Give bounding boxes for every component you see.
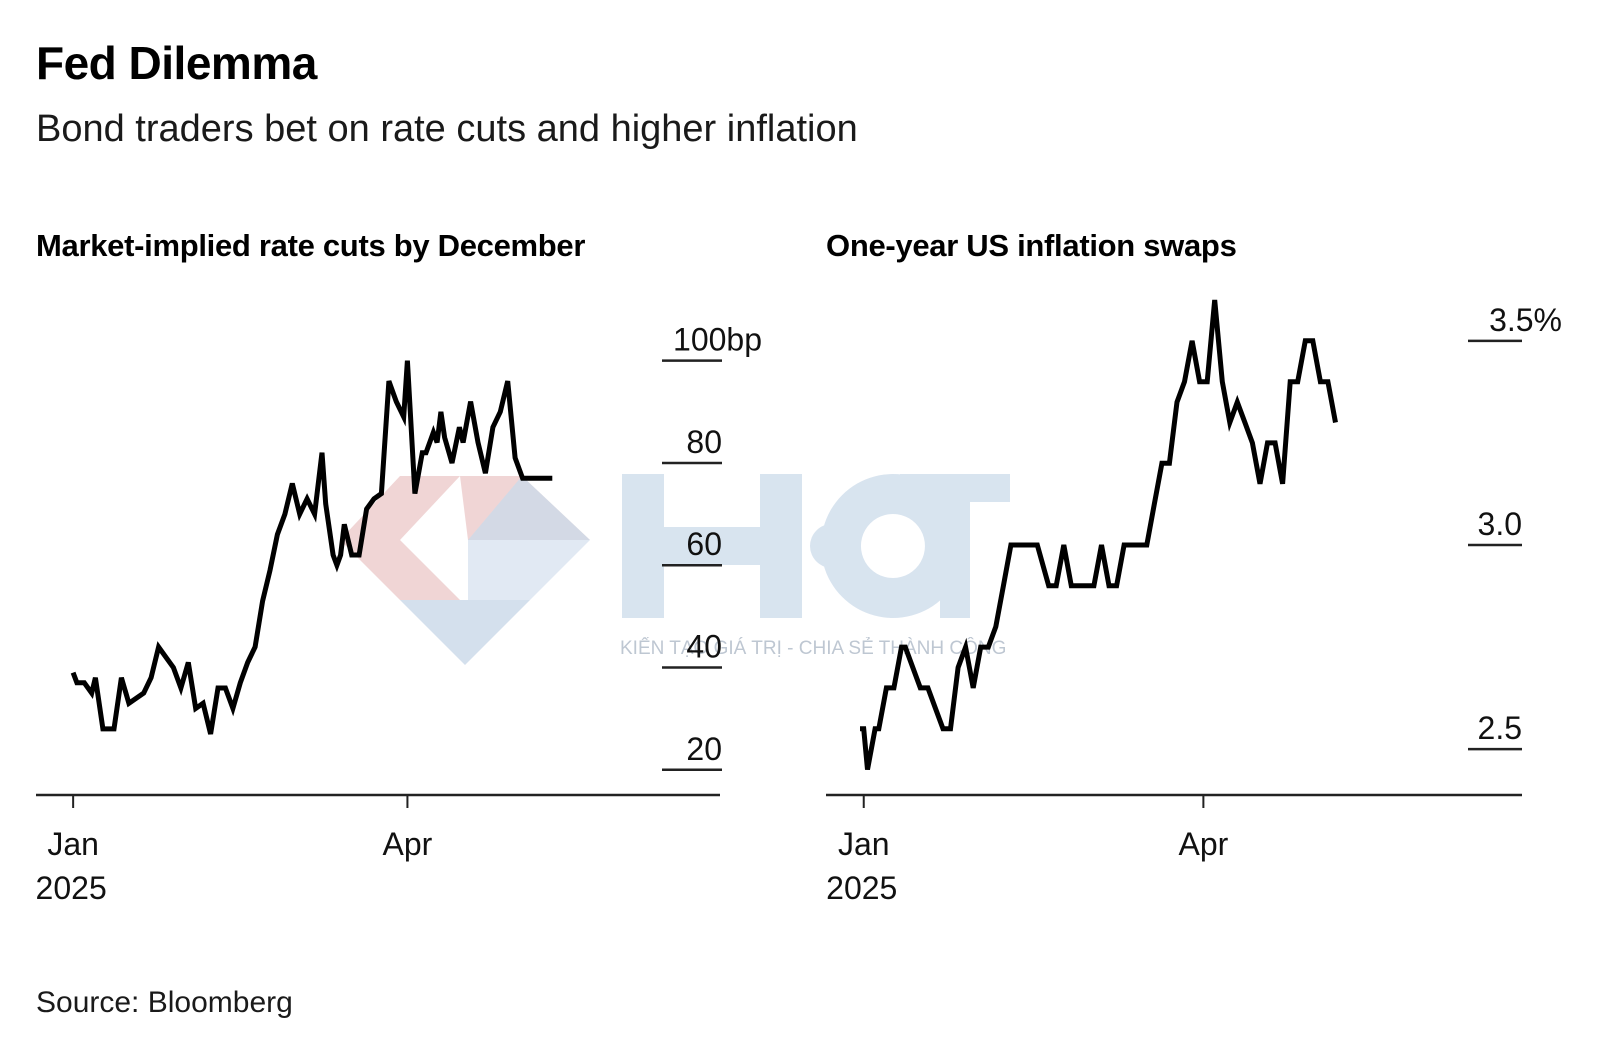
inflation-swaps-chart: 2.5 3.0 3.5% Jan 2025 Apr bbox=[826, 299, 1562, 906]
rate-cuts-x-tick-label: Apr bbox=[383, 826, 433, 862]
inflation-swaps-y-axis: 2.5 3.0 3.5% bbox=[1468, 302, 1562, 751]
rate-cuts-chart: 20 40 60 80 100bp Jan 2025 Apr bbox=[36, 322, 762, 906]
rate-cuts-x-tick-label: Jan bbox=[47, 826, 99, 862]
inflation-swaps-x-tick-label: Jan bbox=[838, 826, 890, 862]
rate-cuts-y-tick-label: 100bp bbox=[673, 322, 762, 358]
watermark-diamond-blue-top bbox=[468, 476, 590, 540]
inflation-swaps-x-tick-label: 2025 bbox=[826, 870, 897, 906]
source-note: Source: Bloomberg bbox=[36, 986, 293, 1019]
watermark-diamond-red-left bbox=[340, 476, 460, 540]
rate-cuts-x-tick-label: 2025 bbox=[36, 870, 107, 906]
inflation-swaps-series-line bbox=[860, 299, 1338, 771]
inflation-swaps-x-tick-label: Apr bbox=[1178, 826, 1228, 862]
inflation-swaps-y-tick-label: 2.5 bbox=[1478, 710, 1522, 746]
rate-cuts-y-tick-label: 80 bbox=[686, 424, 722, 460]
watermark-letters bbox=[622, 474, 1010, 618]
rate-cuts-series-line bbox=[70, 360, 553, 735]
inflation-swaps-y-tick-label: 3.0 bbox=[1478, 506, 1522, 542]
left-panel-title: Market-implied rate cuts by December bbox=[36, 228, 586, 263]
rate-cuts-x-axis: Jan 2025 Apr bbox=[36, 795, 433, 906]
watermark-logo: KIẾN TẠO GIÁ TRỊ - CHIA SẺ THÀNH CÔNG bbox=[340, 474, 1010, 665]
chart-title: Fed Dilemma bbox=[36, 37, 317, 89]
rate-cuts-y-tick-label: 40 bbox=[686, 629, 722, 665]
chart-subtitle: Bond traders bet on rate cuts and higher… bbox=[36, 108, 858, 150]
watermark-diamond-blue-mid bbox=[468, 540, 590, 600]
watermark-diamond-red-bottom bbox=[340, 540, 460, 600]
inflation-swaps-x-axis: Jan 2025 Apr bbox=[826, 795, 1229, 906]
right-panel-title: One-year US inflation swaps bbox=[826, 228, 1237, 263]
rate-cuts-y-tick-label: 60 bbox=[686, 526, 722, 562]
inflation-swaps-y-tick-label: 3.5% bbox=[1489, 302, 1562, 338]
watermark-tagline: KIẾN TẠO GIÁ TRỊ - CHIA SẺ THÀNH CÔNG bbox=[620, 637, 1006, 659]
rate-cuts-y-axis: 20 40 60 80 100bp bbox=[662, 322, 762, 772]
watermark-diamond-blue-bottom bbox=[400, 600, 530, 665]
rate-cuts-y-tick-label: 20 bbox=[686, 731, 722, 767]
